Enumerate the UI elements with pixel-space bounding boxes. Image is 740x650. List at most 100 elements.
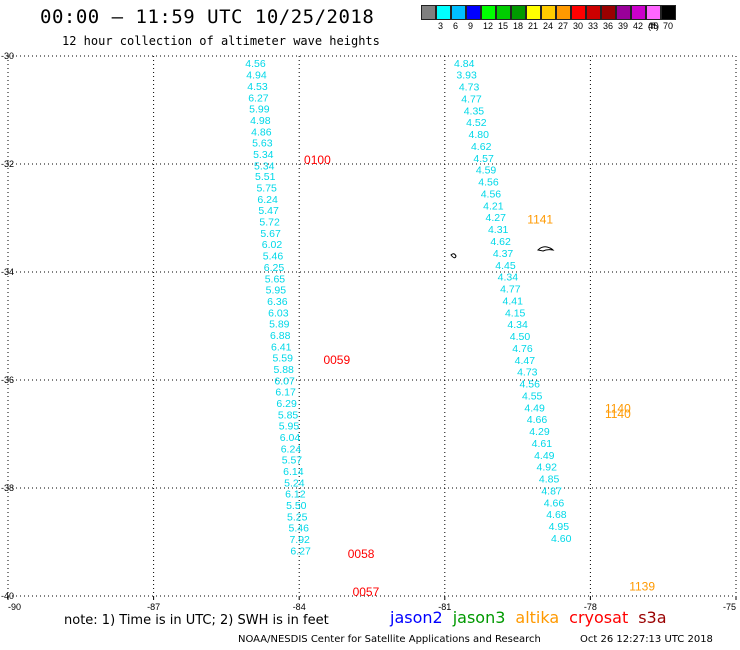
swh-value-altika: 4.50 <box>510 331 531 343</box>
swh-value-altika: 4.61 <box>532 438 553 450</box>
swh-value-altika: 4.92 <box>537 462 558 474</box>
y-tick-label: -32 <box>1 159 14 169</box>
satellite-key: jason2 jason3 altika cryosat s3a <box>390 608 677 627</box>
legend-swatch <box>526 5 541 20</box>
x-tick-label: -78 <box>584 602 597 612</box>
y-tick-label: -30 <box>1 51 14 61</box>
legend-label: 21 <box>528 21 539 31</box>
swh-value-cryosat: 4.98 <box>250 115 271 127</box>
y-tick-label: -38 <box>1 483 14 493</box>
legend-label: 33 <box>588 21 599 31</box>
swh-value-cryosat: 5.34 <box>253 149 274 161</box>
swh-value-cryosat: 6.29 <box>276 398 297 410</box>
swh-value-cryosat: 5.50 <box>286 500 307 512</box>
swh-value-cryosat: 5.47 <box>258 205 279 217</box>
time-label-altika: 1141 <box>527 212 553 226</box>
swh-value-altika: 4.47 <box>515 355 536 367</box>
time-label-altika: 1140 <box>605 401 631 415</box>
swh-value-altika: 4.66 <box>544 497 565 509</box>
swh-value-cryosat: 6.02 <box>262 239 283 251</box>
swh-value-cryosat: 5.46 <box>288 523 309 535</box>
legend-swatch <box>556 5 571 20</box>
swh-value-cryosat: 7.92 <box>289 534 310 546</box>
legend-label: 39 <box>618 21 629 31</box>
swh-value-altika: 4.66 <box>527 414 548 426</box>
swh-value-altika: 4.60 <box>551 533 572 545</box>
swh-value-altika: 4.56 <box>481 188 502 200</box>
legend-swatch <box>451 5 466 20</box>
x-tick-label: -87 <box>147 602 160 612</box>
swh-value-cryosat: 6.14 <box>283 466 304 478</box>
swh-value-cryosat: 6.17 <box>275 387 296 399</box>
swh-value-altika: 4.85 <box>539 474 560 486</box>
island-outline <box>536 246 555 252</box>
satellite-s3a: s3a <box>638 608 667 627</box>
swh-value-cryosat: 5.51 <box>255 171 276 183</box>
legend-label: 3 <box>438 21 444 31</box>
swh-value-altika: 4.29 <box>529 426 550 438</box>
legend-swatch <box>511 5 526 20</box>
swh-value-cryosat: 6.25 <box>264 262 285 274</box>
swh-value-cryosat: 6.07 <box>274 375 295 387</box>
swh-value-altika: 4.34 <box>507 319 528 331</box>
legend-label: 18 <box>513 21 524 31</box>
swh-value-cryosat: 5.72 <box>259 217 280 229</box>
swh-value-altika: 4.77 <box>461 93 482 105</box>
swh-value-altika: 4.49 <box>524 402 545 414</box>
satellite-altika: altika <box>515 608 560 627</box>
swh-value-cryosat: 6.36 <box>267 296 288 308</box>
legend-label: 30 <box>573 21 584 31</box>
swh-value-cryosat: 6.27 <box>248 92 269 104</box>
swh-value-altika: 4.15 <box>505 307 526 319</box>
swh-value-altika: 4.80 <box>469 129 490 141</box>
swh-value-altika: 4.68 <box>546 509 567 521</box>
swh-value-cryosat: 6.88 <box>270 330 291 342</box>
swh-value-altika: 4.55 <box>522 390 543 402</box>
legend-label: 70 <box>663 21 674 31</box>
swh-value-cryosat: 6.24 <box>281 443 302 455</box>
legend-swatch <box>661 5 676 20</box>
legend-label: 36 <box>603 21 614 31</box>
time-label-cryosat: 0100 <box>304 153 331 167</box>
swh-value-cryosat: 5.34 <box>254 160 275 172</box>
legend-label: 27 <box>558 21 569 31</box>
swh-value-altika: 4.52 <box>466 117 487 129</box>
swh-value-altika: 4.37 <box>493 248 514 260</box>
swh-value-cryosat: 4.56 <box>245 58 266 70</box>
swh-value-cryosat: 5.65 <box>265 273 286 285</box>
swh-value-cryosat: 5.99 <box>249 104 270 116</box>
swh-value-cryosat: 6.12 <box>285 489 306 501</box>
swh-value-cryosat: 4.94 <box>246 70 267 82</box>
swh-value-cryosat: 6.04 <box>280 432 301 444</box>
y-tick-label: -40 <box>1 591 14 601</box>
swh-value-cryosat: 6.24 <box>257 194 278 206</box>
swh-value-cryosat: 4.53 <box>247 81 268 93</box>
legend-label: 45 <box>648 21 659 31</box>
x-tick-label: -81 <box>438 602 451 612</box>
legend-swatch <box>541 5 556 20</box>
swh-value-altika: 4.73 <box>517 367 538 379</box>
swh-value-altika: 4.62 <box>490 236 511 248</box>
time-label-altika: 1139 <box>629 580 655 594</box>
chart-title: 00:00 – 11:59 UTC 10/25/2018 <box>40 6 375 28</box>
footer-note: note: 1) Time is in UTC; 2) SWH is in fe… <box>64 613 329 628</box>
swh-value-altika: 3.93 <box>456 70 477 82</box>
color-legend-labels: 3 6 9 12 15 18 21 24 27 30 33 36 39 42 45 70 (ft) <box>421 21 740 33</box>
legend-label: 9 <box>468 21 474 31</box>
legend-label: 12 <box>483 21 494 31</box>
swh-value-altika: 4.56 <box>478 177 499 189</box>
swh-value-cryosat: 6.41 <box>271 341 292 353</box>
swh-value-altika: 4.87 <box>541 485 562 497</box>
swh-value-cryosat: 5.89 <box>269 319 290 331</box>
swh-value-altika: 4.57 <box>473 153 494 165</box>
swh-value-altika: 4.77 <box>500 284 521 296</box>
satellite-cryosat: cryosat <box>569 608 629 627</box>
time-label-cryosat: 0058 <box>348 547 375 561</box>
swh-value-altika: 4.59 <box>476 165 497 177</box>
x-tick-label: -84 <box>293 602 306 612</box>
swh-value-cryosat: 5.75 <box>256 183 277 195</box>
swh-value-cryosat: 5.95 <box>279 421 300 433</box>
legend-label: 6 <box>453 21 459 31</box>
satellite-jason3: jason3 <box>452 608 506 627</box>
swh-value-cryosat: 6.27 <box>290 545 311 557</box>
